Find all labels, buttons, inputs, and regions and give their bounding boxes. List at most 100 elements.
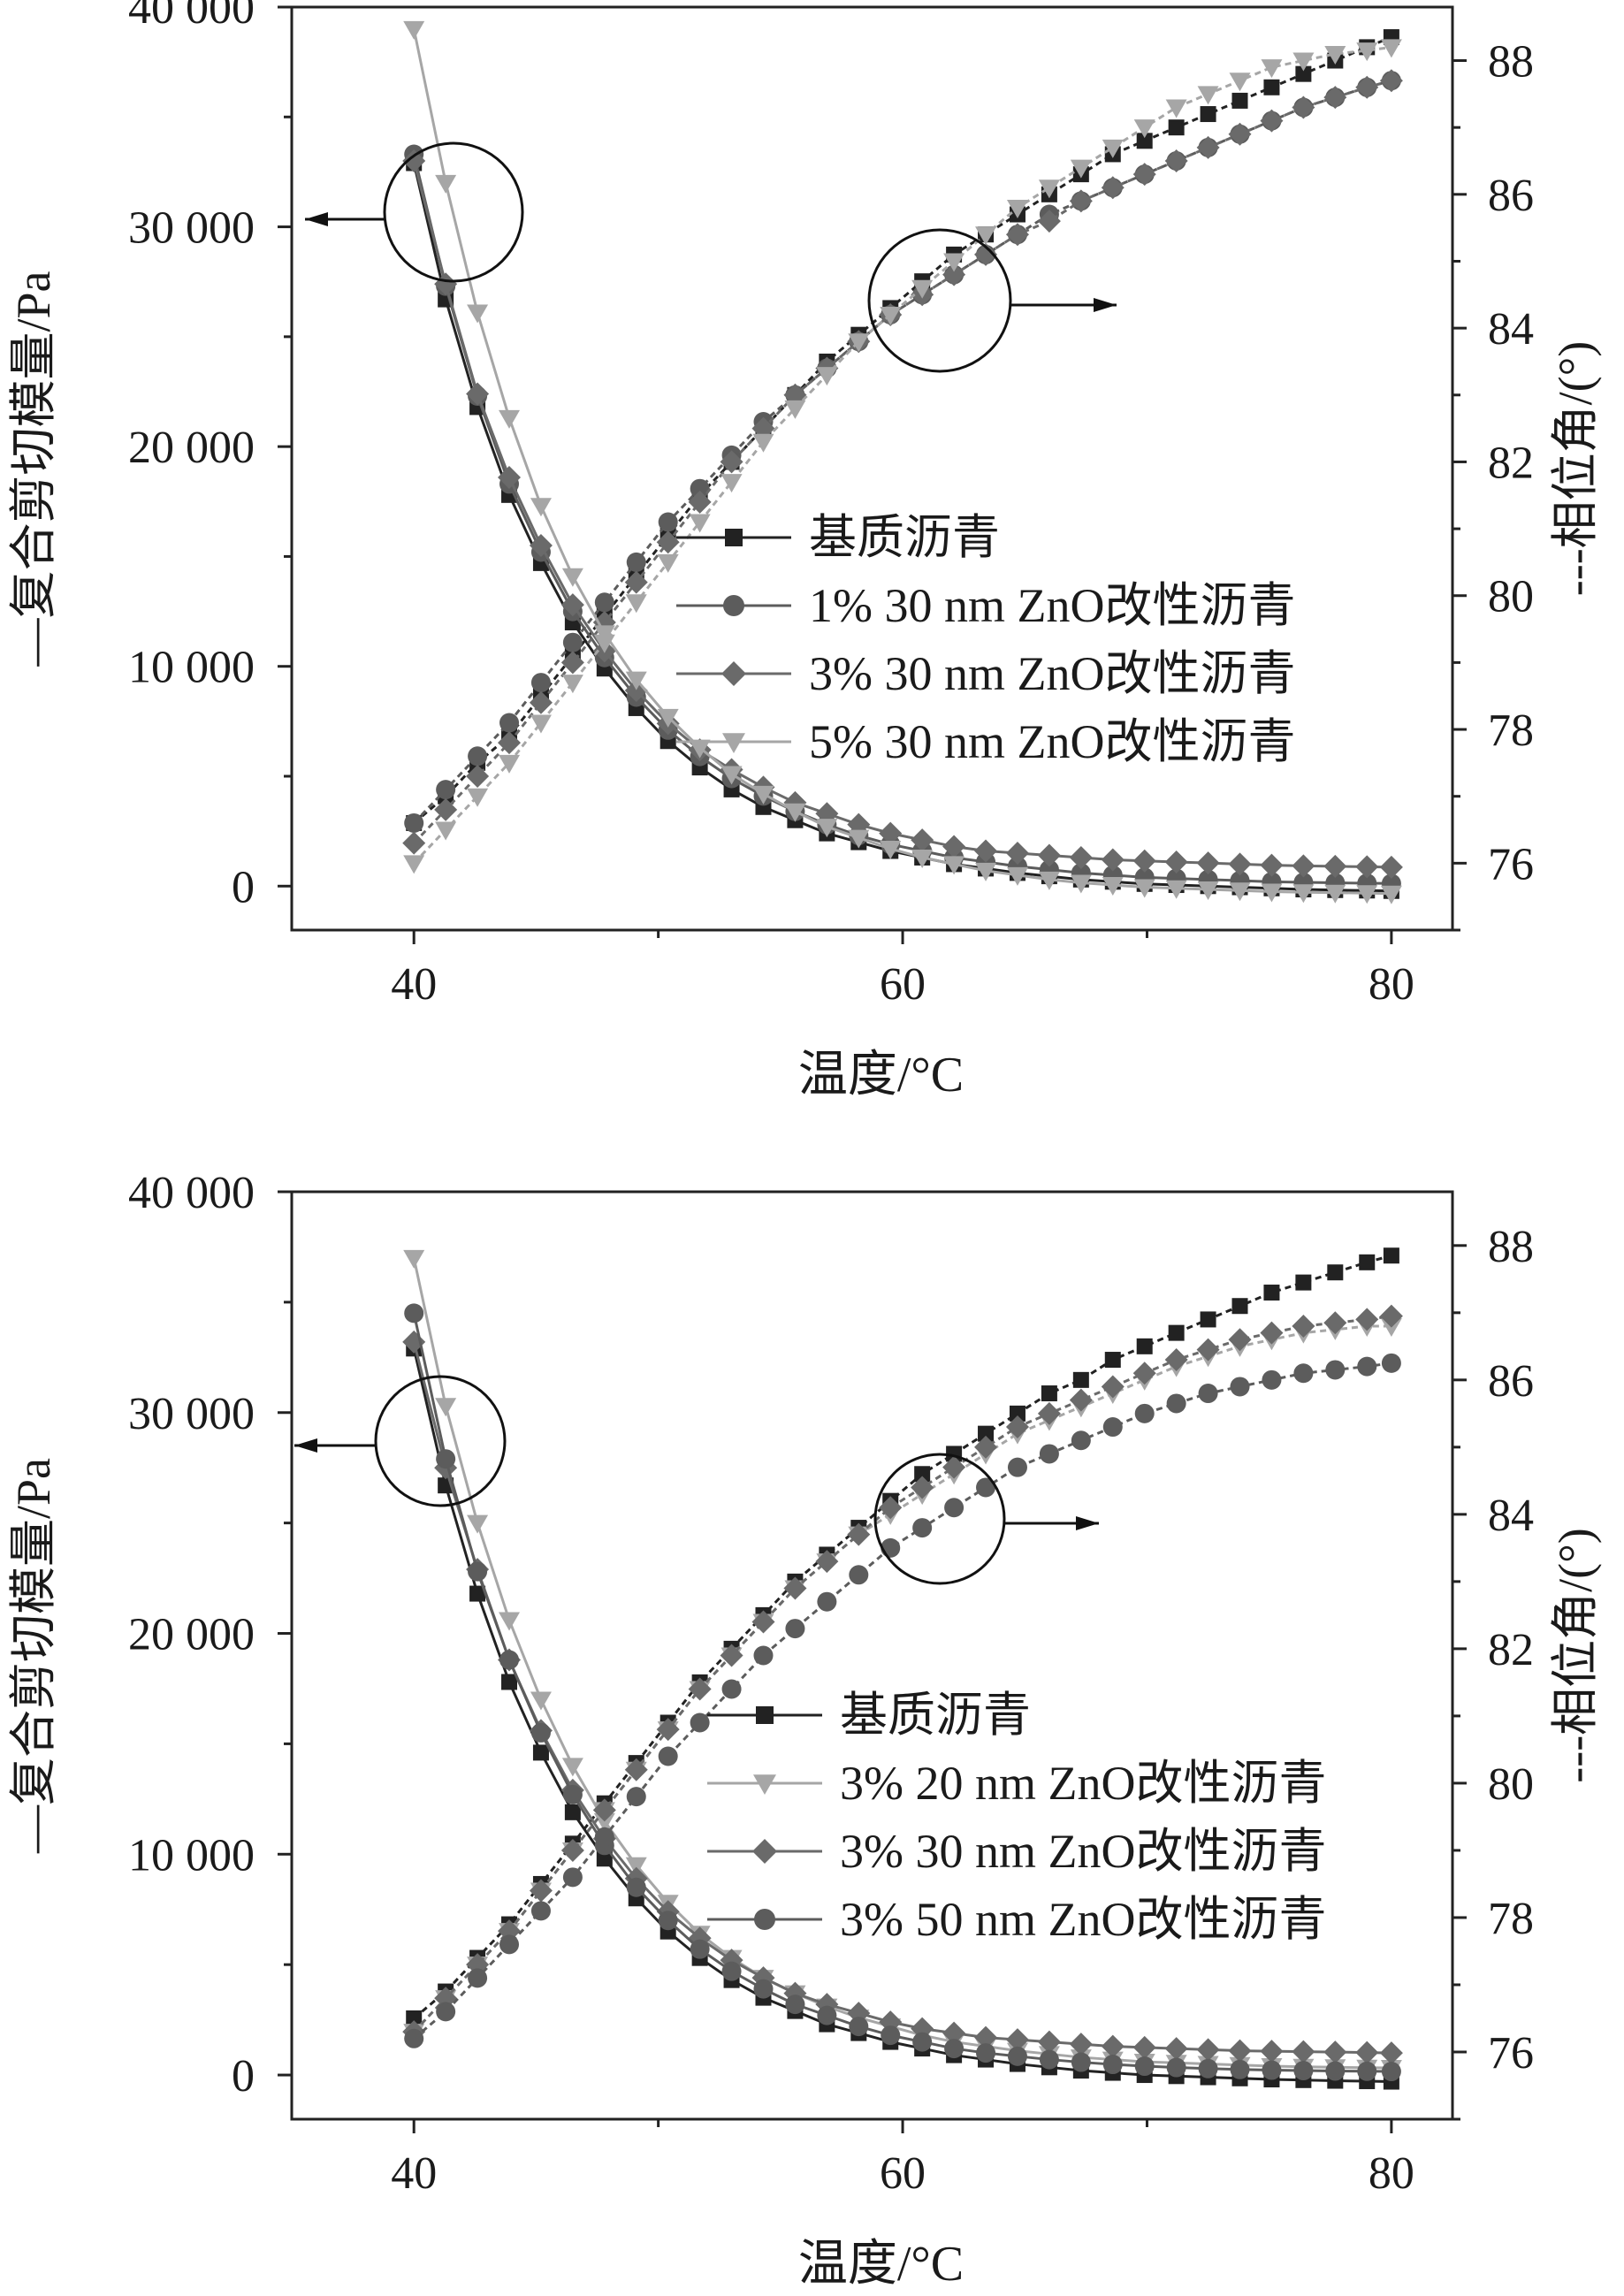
modulus-point [1228,2039,1252,2063]
phase-point [688,490,712,514]
phase-point [1359,1254,1376,1270]
annotation-arrow-head [1094,298,1117,312]
modulus-point [1228,852,1252,876]
phase-point [1196,135,1220,159]
phase-point [1164,149,1188,172]
x-tick-label: 60 [880,959,926,1010]
phase-point [1261,59,1283,79]
modulus-point [498,465,522,489]
modulus-point [721,766,743,785]
y-left-tick-label: 30 000 [128,203,255,254]
x-axis-label: 温度/°C [798,2237,964,2292]
phase-point [1037,1401,1061,1425]
phase-point [785,1619,805,1639]
phase-point [499,754,521,774]
phase-point [466,765,490,788]
modulus-point [1037,843,1061,867]
phase-point [848,333,870,353]
modulus-point [880,841,902,860]
phase-point [1132,1362,1156,1385]
phase-point [1229,72,1251,92]
modulus-point [943,856,965,875]
y-left-tick-label: 0 [232,862,255,912]
modulus-point [974,839,998,863]
modulus-point [752,785,774,805]
phase-point [1102,1417,1123,1438]
phase-point [658,512,678,532]
x-tick-label: 60 [880,2148,926,2199]
legend-label: 1% 30 nm ZnO改性沥青 [809,579,1295,632]
phase-line [413,35,1392,825]
modulus-point [434,272,458,296]
modulus-point [976,2043,996,2063]
phase-point [530,1901,551,1921]
y-right-axis-label: ---相位角/(°) [1549,341,1602,597]
modulus-point [1069,845,1093,869]
phase-point [592,1798,616,1822]
phase-point [1069,189,1093,213]
x-tick-label: 40 [391,959,437,1010]
phase-point [624,570,648,594]
phase-point [404,812,424,833]
legend-label: 基质沥青 [809,511,1000,564]
phase-point [1293,1363,1314,1384]
modulus-point [912,2032,933,2052]
modulus-point [1005,2028,1029,2052]
modulus-point [1323,2040,1347,2064]
y-right-tick-label: 80 [1488,572,1534,622]
modulus-point [499,1650,520,1670]
y-right-tick-label: 84 [1488,1491,1534,1541]
phase-point [1200,1311,1216,1328]
phase-line [413,79,1392,824]
phase-point [626,1787,646,1807]
phase-point [721,474,743,493]
phase-point [499,1934,520,1955]
phase-point [560,651,584,675]
modulus-point [1355,855,1379,879]
series-circle [404,71,1401,894]
y-left-tick-label: 40 000 [128,0,255,34]
modulus-point [436,1449,456,1469]
phase-point [624,1758,648,1781]
y-right-tick-label: 80 [1488,1759,1534,1810]
modulus-point [1356,885,1378,904]
phase-point [1101,176,1125,200]
phase-point [689,514,711,533]
phase-point [911,279,934,299]
modulus-point [1102,2055,1123,2075]
modulus-point [817,2005,837,2025]
modulus-point [1260,2040,1284,2063]
modulus-point [499,1612,521,1631]
phase-point [1039,1444,1059,1464]
phase-point [1136,1338,1153,1354]
y-right-tick-label: 88 [1488,37,1534,88]
modulus-point [1069,2033,1093,2056]
modulus-point [1357,2061,1377,2081]
phase-point [1102,139,1124,158]
y-left-tick-label: 40 000 [128,1168,255,1218]
modulus-point [1379,2041,1403,2065]
y-right-tick-label: 82 [1488,1625,1534,1675]
modulus-point [1324,884,1346,904]
legend-label: 基质沥青 [840,1689,1031,1742]
phase-point [593,634,615,653]
modulus-point [1355,2040,1379,2064]
phase-point [1260,109,1284,133]
modulus-point [560,593,584,617]
phase-point [1292,95,1315,119]
phase-point [1134,1403,1155,1423]
phase-point [942,1455,966,1479]
phase-point [529,690,553,714]
modulus-point [785,1995,805,2015]
modulus-point [689,739,711,759]
phase-point [529,1879,553,1903]
phase-point [974,1435,998,1459]
modulus-point [532,1744,549,1761]
modulus-point [467,304,489,324]
legend: 基质沥青 1% 30 nm ZnO改性沥青 3% 30 nm ZnO改性沥青 5% 3… [676,511,1295,768]
annotation-circle [867,228,1012,373]
phase-point [530,714,552,734]
modulus-point [625,1857,647,1876]
modulus-point [1071,2052,1091,2072]
phase-point [688,1677,712,1701]
